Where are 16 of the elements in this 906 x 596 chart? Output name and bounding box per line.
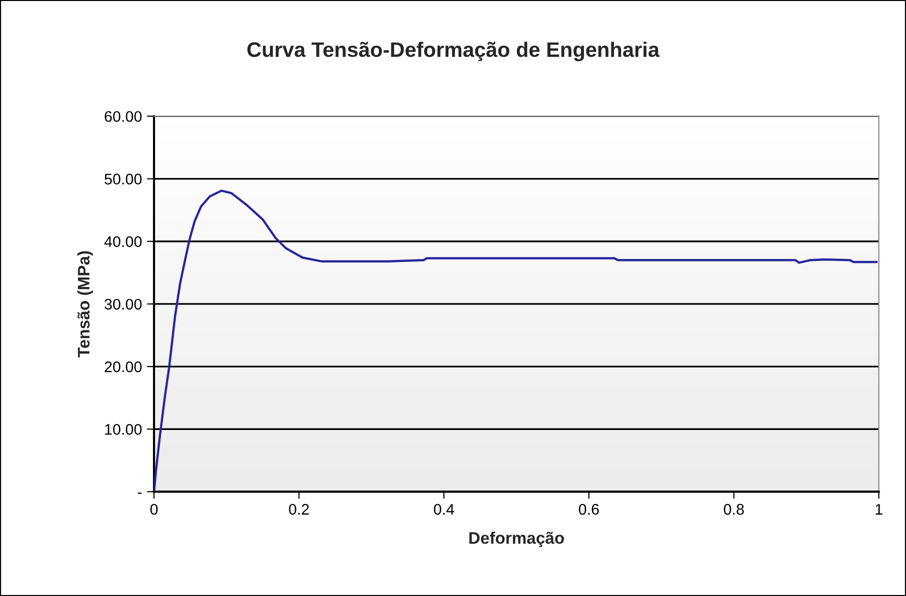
y-tick-label: -	[138, 492, 142, 494]
x-tick-label: 0.2	[288, 504, 309, 515]
y-axis-title: Tensão (MPa)	[77, 251, 93, 358]
x-tick-label: 0.8	[724, 504, 744, 515]
chart-title: Curva Tensão-Deformação de Engenharia	[247, 42, 660, 62]
x-tick-label: 0.4	[434, 504, 454, 515]
y-tick-label: 40.00	[104, 236, 142, 248]
y-tick-label: 20.00	[104, 361, 142, 372]
x-tick-label: 0.6	[578, 504, 599, 515]
x-tick-label: 0	[150, 504, 158, 515]
y-tick-label: 60.00	[104, 111, 142, 122]
y-tick-label: 10.00	[105, 424, 142, 435]
y-tick-label: 50.00	[104, 174, 142, 184]
x-axis-title: Deformação	[469, 532, 564, 548]
y-tick-label: 30.00	[104, 298, 142, 310]
x-tick-label: 1	[876, 504, 882, 515]
